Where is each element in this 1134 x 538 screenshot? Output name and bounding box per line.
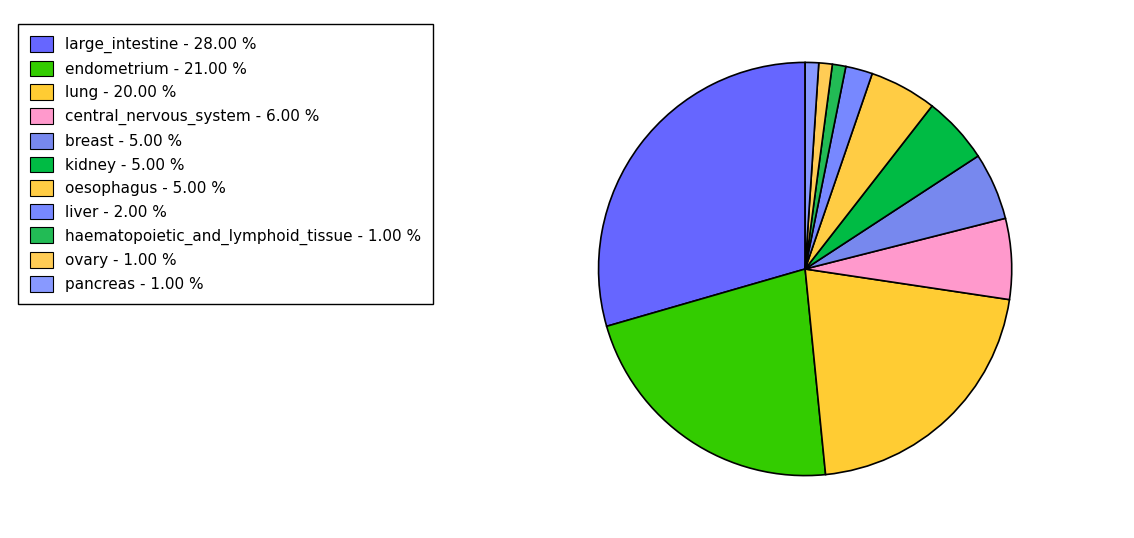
Wedge shape [805,64,846,269]
Wedge shape [805,156,1006,269]
Wedge shape [607,269,826,476]
Wedge shape [805,269,1009,475]
Wedge shape [805,74,932,269]
Legend: large_intestine - 28.00 %, endometrium - 21.00 %, lung - 20.00 %, central_nervou: large_intestine - 28.00 %, endometrium -… [18,24,433,304]
Wedge shape [805,67,872,269]
Wedge shape [805,218,1012,300]
Wedge shape [805,106,979,269]
Wedge shape [805,63,832,269]
Wedge shape [599,62,805,327]
Wedge shape [805,62,819,269]
